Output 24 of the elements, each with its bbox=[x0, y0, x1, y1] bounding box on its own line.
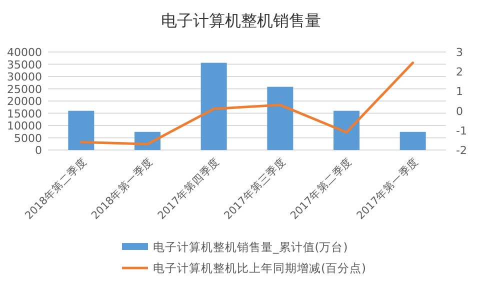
bar bbox=[68, 110, 94, 150]
y2-tick-label: 1 bbox=[456, 85, 463, 98]
y-tick-label: 30000 bbox=[7, 70, 42, 84]
y2-tick-label: 0 bbox=[456, 104, 463, 118]
bar bbox=[400, 132, 426, 150]
chart-title: 电子计算机整机销售量 bbox=[161, 11, 321, 30]
bar bbox=[267, 86, 294, 150]
y-tick-label: 25000 bbox=[7, 82, 42, 96]
y-tick-label: 5000 bbox=[14, 132, 42, 145]
legend-label: 电子计算机整机销售量_累计值(万台) bbox=[153, 240, 348, 254]
y-tick-label: 10000 bbox=[7, 120, 42, 132]
y-tick-label: 35000 bbox=[7, 58, 42, 72]
y-tick-label: 0 bbox=[35, 144, 42, 157]
y2-tick-label: 3 bbox=[456, 46, 463, 59]
y-tick-label: 15000 bbox=[7, 107, 42, 120]
bar bbox=[334, 110, 360, 150]
line-series bbox=[80, 62, 414, 146]
y-tick-label: 40000 bbox=[7, 46, 42, 59]
legend-label: 电子计算机整机比上年同期增减(百分点) bbox=[153, 261, 366, 275]
y2-tick-label: -1 bbox=[456, 124, 467, 138]
y-tick-label: 20000 bbox=[7, 95, 42, 108]
bar bbox=[200, 62, 227, 150]
y2-tick-label: 2 bbox=[456, 66, 463, 79]
y2-tick-label: -2 bbox=[456, 144, 467, 157]
